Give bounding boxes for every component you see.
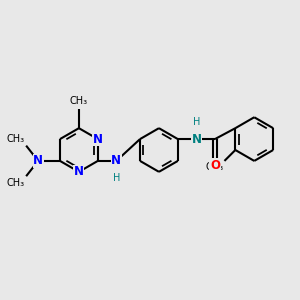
Text: CH₃: CH₃ <box>7 178 25 188</box>
Text: H: H <box>113 173 120 183</box>
Text: N: N <box>33 154 43 167</box>
Text: N: N <box>93 133 103 146</box>
Text: N: N <box>191 133 201 146</box>
Text: H: H <box>193 117 200 127</box>
Text: N: N <box>74 165 84 178</box>
Text: CH₃: CH₃ <box>7 134 25 144</box>
Text: CH₃: CH₃ <box>70 96 88 106</box>
Text: N: N <box>111 154 122 167</box>
Text: O: O <box>210 160 220 172</box>
Text: CH₃: CH₃ <box>206 162 224 172</box>
